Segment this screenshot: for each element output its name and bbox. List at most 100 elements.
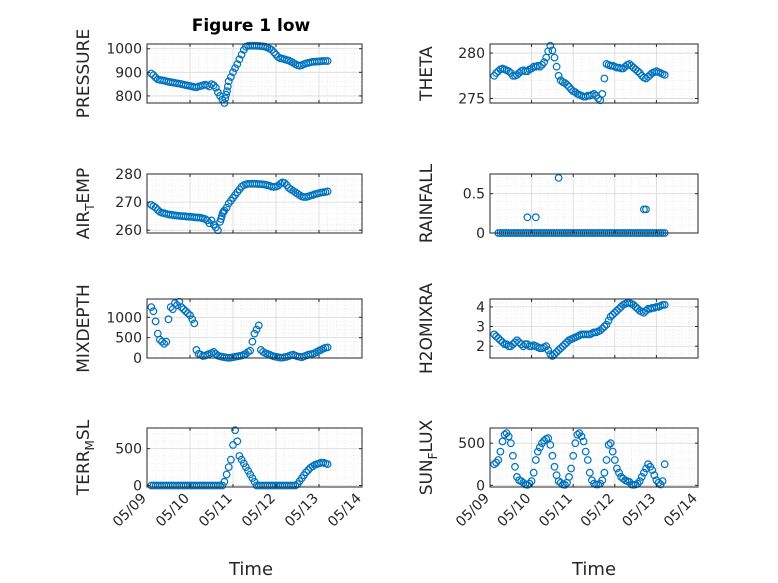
subplot-6: 2 3 4 H2OMIXRA (417, 283, 699, 374)
data-point (554, 71, 563, 80)
axes-box (489, 298, 699, 359)
data-point (280, 179, 289, 187)
data-point (602, 456, 611, 464)
data-point (506, 439, 515, 448)
data-point (289, 481, 298, 490)
data-point (540, 436, 548, 445)
data-point (619, 474, 627, 483)
data-point (629, 301, 638, 309)
data-point (498, 437, 507, 446)
data-point (323, 343, 332, 352)
data-point (177, 303, 186, 312)
data-point (158, 337, 167, 346)
data-point (660, 301, 669, 309)
y-tick-label: 800 (115, 89, 142, 105)
data-point (640, 468, 648, 477)
data-point (147, 69, 156, 78)
data-point (223, 82, 232, 91)
y-tick-label: 2 (476, 339, 485, 355)
data-point (600, 468, 609, 477)
data-point (596, 326, 605, 335)
data-point (224, 463, 233, 472)
data-point (548, 46, 557, 55)
subplot-4: 0 0.5 RAINFALL (417, 163, 699, 243)
data-point (529, 468, 538, 477)
subplot-3: 260 270 280 AIRTEMP (74, 167, 363, 239)
x-tick-label: 05/12 (239, 491, 279, 531)
axes-box (146, 298, 363, 359)
data-point (504, 67, 513, 76)
data-point (660, 460, 669, 469)
data-point (581, 447, 590, 456)
data-point (188, 315, 197, 324)
data-point (642, 306, 650, 315)
data-point (209, 81, 218, 90)
data-point (509, 71, 517, 80)
data-point (494, 334, 503, 343)
data-point (151, 203, 160, 212)
data-point (600, 74, 609, 83)
data-point (598, 89, 607, 98)
x-tick-label: 05/14 (661, 490, 701, 530)
plot-area (147, 44, 362, 103)
x-tick-label: 05/10 (495, 491, 535, 531)
data-point (500, 430, 509, 439)
data-point (617, 64, 625, 73)
subplot-2: 275 280 THETA (417, 41, 699, 107)
data-point (548, 352, 557, 360)
y-axis-label: THETA (417, 46, 437, 102)
subplot-7: 0 500 TERRMSL 05/09 05/10 05/11 05/12 05/13 05/1… (74, 419, 365, 530)
data-point (164, 315, 173, 324)
data-point (540, 58, 548, 67)
data-point (222, 203, 231, 212)
data-point (654, 478, 663, 487)
data-point (229, 68, 237, 77)
data-point (577, 432, 586, 441)
data-point (571, 439, 580, 448)
data-point (323, 460, 332, 469)
plot-area (147, 428, 362, 487)
data-point (224, 77, 233, 86)
data-point (222, 470, 231, 479)
x-tick-label: 05/11 (536, 491, 576, 531)
data-point (170, 299, 179, 308)
data-point (606, 312, 615, 321)
x-tick-label: 05/11 (196, 491, 236, 531)
data-point (565, 473, 573, 481)
y-axis-label: RAINFALL (417, 163, 437, 243)
data-point (498, 338, 507, 347)
data-point (598, 476, 607, 485)
data-point (598, 324, 607, 333)
data-point (252, 325, 261, 334)
data-point (270, 48, 278, 57)
axes-box (146, 173, 363, 234)
data-point (648, 466, 657, 475)
y-axis-label: TERRMSL (74, 419, 97, 496)
data-point (606, 439, 615, 448)
data-point (660, 70, 669, 79)
data-point (613, 306, 621, 315)
data-point (496, 336, 505, 345)
data-point (608, 447, 617, 456)
data-point (237, 50, 246, 59)
data-point (558, 342, 567, 351)
data-point (590, 89, 598, 98)
subplot-grid: 800 900 1000 PRESSURE 275 280 THETA 260 270 280 AI… (74, 29, 701, 531)
data-point (550, 462, 559, 471)
data-point (211, 83, 220, 92)
axes-box (146, 43, 363, 104)
y-tick-label: 260 (115, 223, 142, 239)
data-point (615, 468, 623, 477)
data-point (248, 337, 257, 346)
data-point (569, 451, 578, 460)
data-point (554, 173, 563, 182)
data-point (583, 456, 592, 464)
data-point (490, 330, 499, 339)
y-tick-label: 3 (476, 320, 485, 336)
y-tick-label: 270 (115, 195, 142, 211)
data-point (640, 308, 648, 317)
data-point (213, 481, 222, 490)
y-tick-label: 1000 (106, 310, 142, 326)
data-point (567, 464, 575, 473)
